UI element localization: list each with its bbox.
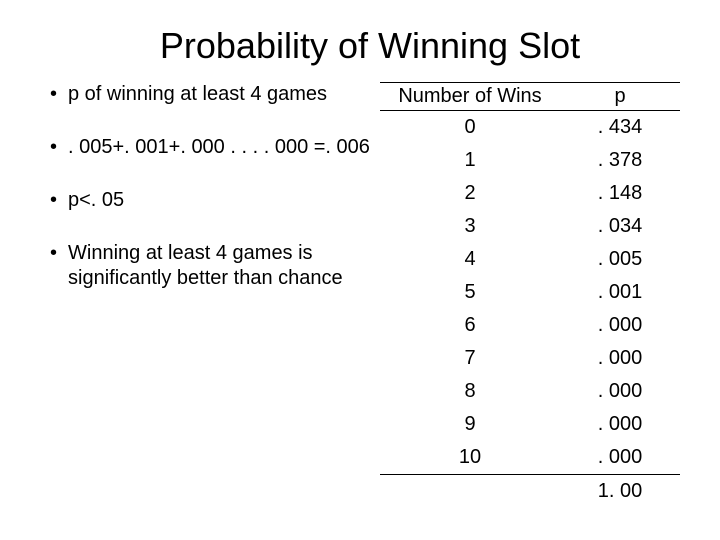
- cell-wins: 6: [380, 309, 560, 342]
- cell-p: . 148: [560, 177, 680, 210]
- table-row: 10. 000: [380, 441, 680, 475]
- cell-sum-value: 1. 00: [560, 475, 680, 509]
- cell-wins: 5: [380, 276, 560, 309]
- bullet-item: Winning at least 4 games is significantl…: [50, 241, 370, 291]
- table-row: 9. 000: [380, 408, 680, 441]
- cell-p: . 001: [560, 276, 680, 309]
- cell-wins: 1: [380, 144, 560, 177]
- col-header-p: p: [560, 83, 680, 111]
- cell-p: . 005: [560, 243, 680, 276]
- col-header-wins: Number of Wins: [380, 83, 560, 111]
- cell-p: . 000: [560, 342, 680, 375]
- cell-wins: 9: [380, 408, 560, 441]
- table-row: 5. 001: [380, 276, 680, 309]
- probability-table: Number of Wins p 0. 434 1. 378 2. 148 3.…: [380, 82, 680, 508]
- cell-p: . 034: [560, 210, 680, 243]
- cell-wins: 8: [380, 375, 560, 408]
- table-row: 0. 434: [380, 111, 680, 145]
- content-area: p of winning at least 4 games . 005+. 00…: [50, 82, 690, 508]
- table-row: 7. 000: [380, 342, 680, 375]
- table-row: 1. 378: [380, 144, 680, 177]
- cell-sum-blank: [380, 475, 560, 509]
- slide: Probability of Winning Slot p of winning…: [0, 0, 720, 540]
- table-sum-row: 1. 00: [380, 475, 680, 509]
- slide-title: Probability of Winning Slot: [50, 25, 690, 67]
- bullet-item: . 005+. 001+. 000 . . . . 000 =. 006: [50, 135, 370, 160]
- table-row: 4. 005: [380, 243, 680, 276]
- cell-wins: 3: [380, 210, 560, 243]
- cell-p: . 000: [560, 309, 680, 342]
- cell-wins: 7: [380, 342, 560, 375]
- cell-wins: 10: [380, 441, 560, 475]
- probability-table-wrap: Number of Wins p 0. 434 1. 378 2. 148 3.…: [380, 82, 690, 508]
- table-row: 3. 034: [380, 210, 680, 243]
- cell-p: . 000: [560, 408, 680, 441]
- cell-p: . 434: [560, 111, 680, 145]
- cell-p: . 000: [560, 375, 680, 408]
- bullet-item: p of winning at least 4 games: [50, 82, 370, 107]
- table-row: 2. 148: [380, 177, 680, 210]
- bullet-item: p<. 05: [50, 188, 370, 213]
- cell-wins: 2: [380, 177, 560, 210]
- cell-wins: 4: [380, 243, 560, 276]
- table-row: 6. 000: [380, 309, 680, 342]
- cell-wins: 0: [380, 111, 560, 145]
- bullet-list: p of winning at least 4 games . 005+. 00…: [50, 82, 380, 508]
- table-row: 8. 000: [380, 375, 680, 408]
- cell-p: . 000: [560, 441, 680, 475]
- cell-p: . 378: [560, 144, 680, 177]
